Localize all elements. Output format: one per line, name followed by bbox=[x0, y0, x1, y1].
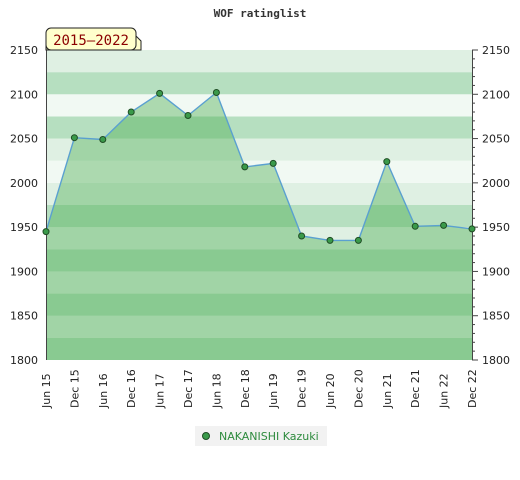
x-tick-label: Jun 22 bbox=[438, 373, 451, 409]
data-point bbox=[411, 222, 419, 230]
x-tick-label: Dec 17 bbox=[182, 369, 195, 408]
grid-band bbox=[46, 337, 472, 360]
chart-title: WOF ratinglist bbox=[214, 7, 307, 20]
x-tick-label: Dec 22 bbox=[466, 369, 479, 408]
area-layer bbox=[45, 91, 473, 360]
grid-band bbox=[46, 271, 472, 294]
grid-band bbox=[46, 138, 472, 161]
axes bbox=[46, 49, 478, 361]
y-tick-label-left: 2100 bbox=[10, 88, 38, 101]
legend-marker bbox=[202, 432, 210, 440]
y-tick-labels-right: 1800 1850 1900 1950 2000 2050 2100 2150 bbox=[482, 44, 510, 367]
data-point bbox=[468, 225, 476, 233]
data-point bbox=[440, 221, 448, 229]
data-point bbox=[127, 108, 135, 116]
grid-band bbox=[46, 116, 472, 139]
x-tick-label: Dec 21 bbox=[409, 369, 422, 408]
data-point bbox=[298, 232, 306, 240]
grid-band bbox=[46, 249, 472, 272]
grid-bands bbox=[46, 50, 472, 360]
y-tick-label-left: 1950 bbox=[10, 221, 38, 234]
x-tick-label: Jun 19 bbox=[267, 373, 280, 409]
grid-band bbox=[46, 72, 472, 95]
period-badge-label: 2015–2022 bbox=[53, 33, 129, 49]
y-tick-label-right: 1950 bbox=[482, 221, 510, 234]
grid-band bbox=[46, 50, 472, 73]
data-point bbox=[354, 236, 362, 244]
data-point bbox=[241, 163, 249, 171]
y-tick-labels-left: 1800 1850 1900 1950 2000 2050 2100 2150 bbox=[10, 44, 38, 367]
period-badge-frame bbox=[45, 27, 137, 51]
x-tick-label: Dec 19 bbox=[296, 369, 309, 408]
x-tick-label: Dec 18 bbox=[239, 369, 252, 408]
y-tick-label-left: 1850 bbox=[10, 310, 38, 323]
x-tick-label: Jun 20 bbox=[324, 373, 337, 409]
x-tick-label: Jun 18 bbox=[210, 373, 223, 409]
grid-band bbox=[46, 94, 472, 117]
x-tick-label: Jun 21 bbox=[381, 373, 394, 409]
data-point bbox=[383, 158, 391, 166]
y-tick-label-right: 2150 bbox=[482, 44, 510, 57]
y-tick-label-left: 1800 bbox=[10, 354, 38, 367]
grid-band bbox=[46, 293, 472, 316]
x-tick-labels: Jun 15 Dec 15 Jun 16 Dec 16 Jun 17 Dec 17 Jun … bbox=[40, 369, 479, 409]
data-point bbox=[42, 228, 50, 236]
y-tick-label-left: 2150 bbox=[10, 44, 38, 57]
series-area bbox=[46, 92, 472, 360]
period-badge: 2015–2022 bbox=[45, 27, 142, 51]
y-tick-label-right: 2100 bbox=[482, 88, 510, 101]
data-point bbox=[269, 159, 277, 167]
grid-band bbox=[46, 182, 472, 205]
y-tick-label-right: 1850 bbox=[482, 310, 510, 323]
series-line bbox=[45, 91, 473, 242]
y-tick-label-left: 2050 bbox=[10, 133, 38, 146]
x-tick-label: Jun 15 bbox=[40, 373, 53, 409]
legend-label: NAKANISHI Kazuki bbox=[219, 430, 319, 443]
x-tick-label: Dec 16 bbox=[125, 369, 138, 408]
data-point bbox=[156, 89, 164, 97]
legend: NAKANISHI Kazuki bbox=[195, 426, 327, 446]
grid-band bbox=[46, 315, 472, 338]
data-point bbox=[326, 236, 334, 244]
x-tick-label: Dec 20 bbox=[352, 369, 365, 408]
data-markers bbox=[42, 89, 476, 244]
grid-band bbox=[46, 227, 472, 250]
x-tick-label: Jun 16 bbox=[97, 373, 110, 409]
grid-band bbox=[46, 160, 472, 183]
legend-box bbox=[195, 426, 327, 446]
y-tick-label-left: 2000 bbox=[10, 177, 38, 190]
x-tick-label: Dec 15 bbox=[68, 369, 81, 408]
y-tick-label-right: 1800 bbox=[482, 354, 510, 367]
data-point bbox=[99, 136, 107, 143]
data-point bbox=[184, 112, 192, 119]
y-tick-label-left: 1900 bbox=[10, 265, 38, 278]
data-point bbox=[70, 134, 78, 142]
x-tick-label: Jun 17 bbox=[154, 373, 167, 409]
y-tick-label-right: 2050 bbox=[482, 133, 510, 146]
data-point bbox=[212, 89, 220, 96]
y-tick-label-right: 1900 bbox=[482, 265, 510, 278]
y-tick-label-right: 2000 bbox=[482, 177, 510, 190]
